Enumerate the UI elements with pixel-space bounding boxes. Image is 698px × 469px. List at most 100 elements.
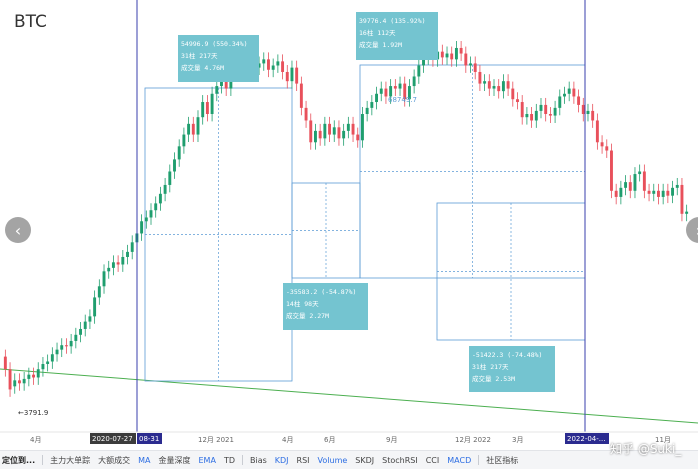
candle-body [22, 378, 26, 384]
candle-body [534, 110, 538, 121]
candle-body [177, 146, 181, 160]
x-tick-label: 3月 [512, 436, 523, 444]
candle-body [459, 47, 463, 54]
candle-body [36, 369, 40, 378]
candle-body [102, 271, 106, 287]
candle-body [74, 334, 78, 341]
candle-body [126, 251, 129, 257]
candle-body [220, 78, 223, 87]
toolbar-item-10[interactable]: Volume [317, 455, 348, 465]
candle-body [60, 345, 64, 350]
toolbar-item-7[interactable]: Bias [249, 455, 267, 465]
candle-body [638, 171, 642, 175]
annotation-text: 成交量 4.76M [181, 63, 224, 72]
candle-body [473, 63, 477, 72]
toolbar-separator [478, 455, 480, 465]
candle-body [614, 190, 618, 197]
cursor-date-bg-2 [565, 433, 609, 444]
candle-body [586, 110, 590, 115]
candle-body [365, 107, 369, 115]
candle-body [685, 211, 689, 214]
candle-body [666, 190, 670, 196]
candle-body [337, 127, 341, 139]
toolbar-item-3[interactable]: MA [138, 455, 151, 465]
toolbar-item-4[interactable]: 金量深度 [158, 455, 191, 465]
candle-body [530, 114, 534, 121]
candle-body [88, 316, 92, 322]
toolbar-item-2[interactable]: 大额成交 [98, 455, 131, 465]
candle-body [633, 174, 637, 191]
candle-body [121, 256, 125, 265]
candle-body [671, 187, 675, 196]
annotation-text: 14柱 98天 [286, 299, 319, 308]
annotation-box-3 [469, 346, 555, 392]
candle-body [149, 210, 153, 218]
candle-body [314, 130, 317, 143]
candle-body [595, 120, 599, 143]
candle-body [492, 86, 496, 89]
toolbar-item-13[interactable]: CCI [425, 455, 440, 465]
candle-body [445, 53, 449, 58]
candle-body [154, 203, 158, 211]
toolbar-separator [42, 455, 44, 465]
candle-body [342, 130, 346, 139]
candle-body [168, 171, 172, 185]
annotation-box-2 [283, 283, 368, 330]
cursor-date-bg-0 [90, 433, 136, 444]
toolbar-item-11[interactable]: SKDJ [355, 455, 375, 465]
candle-body [356, 134, 360, 141]
x-axis-band [0, 432, 698, 450]
candle-body [370, 102, 374, 108]
indicator-toolbar: 定位到... 主力大单踪 大额成交 MA 金量深度 EMA TD Bias KDJ RSI Volu… [0, 450, 698, 469]
toolbar-item-12[interactable]: StochRSI [382, 455, 418, 465]
x-tick-label: 4月 [30, 436, 41, 444]
annotation-text: -51422.3 (-74.48%) [472, 351, 542, 359]
candle-body [285, 71, 289, 82]
candle-body [661, 190, 665, 197]
candle-body [346, 123, 350, 131]
candle-body [624, 182, 628, 188]
toolbar-item-6[interactable]: TD [223, 455, 235, 465]
candle-body [262, 59, 266, 64]
toolbar-item-8[interactable]: KDJ [274, 455, 289, 465]
high-price-label: 68749.7 [388, 96, 417, 104]
candle-body [628, 182, 632, 191]
candle-body [642, 171, 646, 191]
candle-body [17, 380, 21, 384]
toolbar-item-1[interactable]: 主力大单踪 [50, 455, 91, 465]
annotation-box-0 [178, 35, 259, 82]
annotation-text: 54996.9 (550.34%) [181, 40, 248, 48]
candle-body [46, 361, 50, 365]
annotation-box-1 [356, 12, 438, 60]
candle-body [469, 63, 472, 66]
chart-svg[interactable]: BTC ←3791.9 68749.7 54996.9 (550.34%) 31柱 21… [0, 0, 698, 450]
candle-body [163, 184, 167, 194]
toolbar-item-5[interactable]: EMA [198, 455, 216, 465]
candle-body [412, 76, 416, 87]
candle-body [497, 86, 501, 92]
cursor-date-label: 08-31 [139, 435, 159, 443]
candle-body [224, 78, 228, 89]
toolbar-item-9[interactable]: RSI [296, 455, 310, 465]
candle-body [173, 159, 176, 172]
candle-body [591, 110, 595, 121]
scroll-left-button[interactable]: ‹ [5, 217, 31, 243]
scroll-right-button[interactable]: › [686, 217, 698, 243]
candle-body [79, 328, 82, 335]
toolbar-item-14[interactable]: MACD [447, 455, 472, 465]
candle-body [657, 190, 660, 197]
candle-body [158, 193, 162, 204]
candle-body [64, 345, 68, 347]
candle-body [675, 184, 679, 188]
candle-body [478, 71, 482, 84]
candle-body [464, 53, 468, 66]
candle-body [403, 83, 407, 100]
candle-body [295, 67, 299, 84]
x-tick-label: 11月 [655, 436, 671, 444]
toolbar-item-15[interactable]: 社区指标 [486, 455, 519, 465]
candle-body [187, 123, 191, 135]
toolbar-item-0[interactable]: 定位到... [2, 455, 36, 465]
candle-body [304, 107, 308, 121]
candle-body [32, 374, 35, 378]
